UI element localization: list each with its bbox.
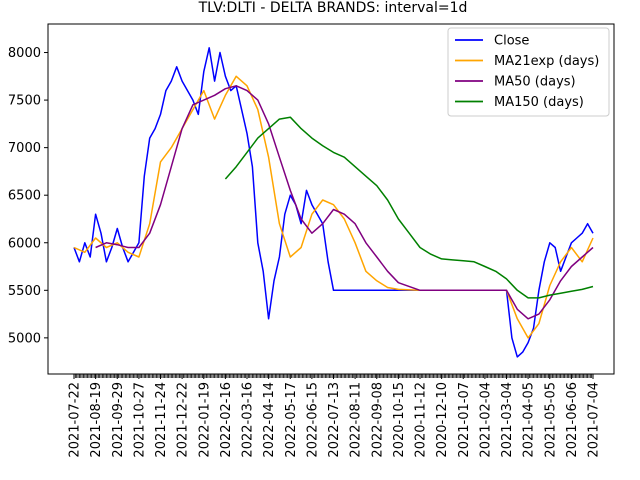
y-tick-label: 8000 xyxy=(8,46,41,61)
y-tick-label: 6000 xyxy=(8,236,41,251)
legend-box xyxy=(447,27,610,117)
y-tick-label: 7000 xyxy=(8,141,41,156)
legend-label: MA21exp (days) xyxy=(494,54,599,69)
x-tick-label: 2022-04-14 xyxy=(262,382,277,458)
x-tick-label: 2022-05-17 xyxy=(284,382,299,458)
y-tick-label: 5000 xyxy=(8,331,41,346)
y-tick-label: 5500 xyxy=(8,284,41,299)
legend: Close MA21exp (days) MA50 (days) MA150 (day… xyxy=(447,27,610,117)
y-axis: 5000 5500 6000 6500 7000 7500 8000 xyxy=(8,46,48,346)
legend-label: MA150 (days) xyxy=(494,95,584,110)
x-tick-label: 2021-11-24 xyxy=(154,382,169,458)
x-axis: 2021-07-22 2021-08-19 2021-09-29 2021-10-27… xyxy=(68,374,602,458)
series-line-0 xyxy=(73,47,594,358)
series-group xyxy=(73,47,594,358)
x-tick-label: 2021-07-04 xyxy=(587,382,602,458)
x-tick-label: 2022-03-16 xyxy=(241,382,256,458)
x-tick-label: 2022-02-16 xyxy=(219,382,234,458)
chart-title: TLV:DLTI - DELTA BRANDS: interval=1d xyxy=(198,0,468,16)
x-tick-label: 2021-10-27 xyxy=(132,382,147,458)
x-tick-label: 2020-10-15 xyxy=(392,382,407,458)
x-tick-label: 2021-06-06 xyxy=(565,382,580,458)
x-tick-label: 2020-12-10 xyxy=(435,382,450,458)
series-line-3 xyxy=(224,116,594,299)
series-line-1 xyxy=(73,75,594,339)
y-tick-label: 7500 xyxy=(8,94,41,109)
x-tick-label: 2022-08-11 xyxy=(349,382,364,458)
series-line-2 xyxy=(95,85,594,320)
x-tick-label: 2021-03-04 xyxy=(500,382,515,458)
x-tick-label: 2021-02-04 xyxy=(478,382,493,458)
x-tick-label: 2020-11-12 xyxy=(414,382,429,458)
x-tick-label: 2021-09-29 xyxy=(111,382,126,458)
legend-label: Close xyxy=(494,34,529,49)
x-tick-label: 2021-04-05 xyxy=(522,382,537,458)
x-tick-label: 2021-12-22 xyxy=(176,382,191,458)
x-tick-label: 2021-05-05 xyxy=(543,382,558,458)
x-tick-label: 2022-09-08 xyxy=(370,382,385,458)
y-tick-label: 6500 xyxy=(8,189,41,204)
x-tick-label: 2021-01-07 xyxy=(457,382,472,458)
x-tick-label: 2021-08-19 xyxy=(89,382,104,458)
x-tick-label: 2022-07-13 xyxy=(327,382,342,458)
legend-label: MA50 (days) xyxy=(494,75,576,90)
x-tick-label: 2022-06-15 xyxy=(305,382,320,458)
x-tick-label: 2022-01-19 xyxy=(197,382,212,458)
x-tick-label: 2021-07-22 xyxy=(68,382,83,458)
